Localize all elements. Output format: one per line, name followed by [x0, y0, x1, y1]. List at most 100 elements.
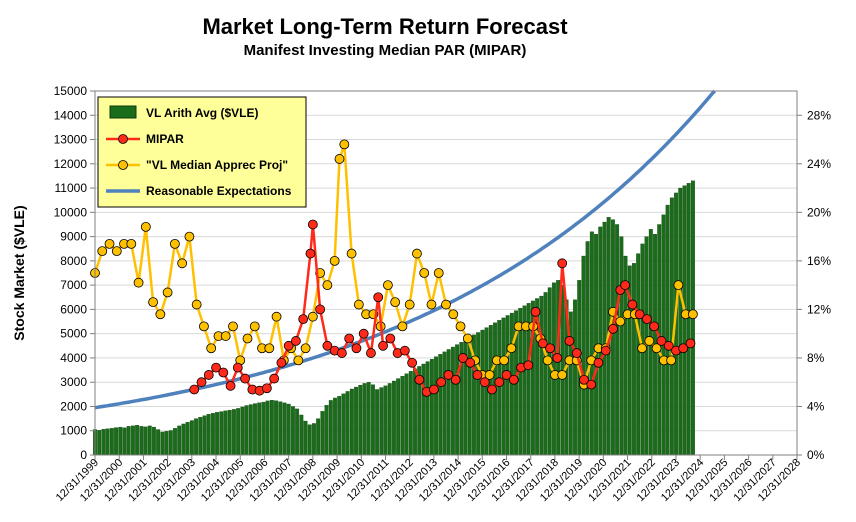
- bar: [109, 428, 114, 456]
- chart-subtitle: Manifest Investing Median PAR (MIPAR): [243, 42, 527, 59]
- vl-median-apprec-proj-point: [353, 299, 364, 310]
- bar: [118, 426, 123, 456]
- bar: [661, 214, 666, 456]
- vl-median-apprec-proj-point: [228, 321, 238, 332]
- mipar-point: [276, 357, 287, 368]
- mipar-point: [642, 314, 652, 325]
- bar: [261, 401, 266, 456]
- bar: [206, 414, 211, 456]
- y2-tick-label: 12%: [807, 302, 831, 316]
- bar: [295, 408, 300, 456]
- vl-median-apprec-proj-point: [499, 355, 509, 366]
- mipar-point: [508, 374, 519, 385]
- y-tick-label: 10000: [54, 205, 88, 219]
- vl-median-apprec-proj-point: [557, 370, 568, 380]
- mipar-point: [530, 306, 541, 317]
- mipar-point: [620, 280, 631, 291]
- bar: [223, 410, 228, 456]
- vl-median-apprec-proj-point: [433, 268, 444, 278]
- bar: [375, 389, 380, 456]
- vl-median-apprec-proj-point: [242, 333, 253, 344]
- legend-label: "VL Median Apprec Proj": [146, 158, 288, 172]
- mipar-point: [634, 309, 645, 320]
- bar: [425, 361, 430, 456]
- y-tick-label: 14000: [54, 108, 88, 122]
- y-tick-label: 6000: [60, 302, 87, 316]
- vl-median-apprec-proj-point: [637, 343, 647, 354]
- bar: [358, 384, 363, 456]
- bar: [122, 427, 127, 456]
- bar: [299, 414, 304, 456]
- mipar-point: [523, 360, 534, 371]
- vl-median-apprec-proj-point: [506, 343, 517, 354]
- legend-swatch-bars: [109, 105, 137, 119]
- mipar-point: [627, 299, 638, 310]
- line-series: [90, 89, 716, 410]
- mipar-point: [608, 323, 618, 334]
- mipar-point: [678, 343, 689, 354]
- bar: [244, 405, 249, 456]
- mipar-point: [552, 353, 563, 363]
- vl-median-apprec-proj-point: [666, 355, 677, 366]
- bar: [480, 329, 485, 456]
- bar: [337, 396, 342, 456]
- y2-tick-label: 24%: [807, 157, 831, 171]
- vl-median-apprec-proj-point: [339, 139, 350, 150]
- mipar-point: [344, 333, 355, 344]
- bar: [615, 224, 620, 456]
- y2-tick-label: 20%: [807, 205, 831, 219]
- bar: [185, 422, 190, 456]
- vl-median-apprec-proj-point: [542, 355, 553, 366]
- vl-median-apprec-proj-point: [293, 355, 304, 366]
- bar: [602, 221, 607, 456]
- bar: [408, 371, 413, 456]
- vl-median-apprec-proj-point: [177, 258, 188, 269]
- bar: [198, 416, 203, 456]
- vl-median-apprec-proj-point: [329, 255, 340, 266]
- mipar-point: [443, 370, 454, 380]
- vl-median-apprec-proj-point: [264, 343, 275, 354]
- mipar-point: [305, 248, 316, 259]
- vl-median-apprec-proj-point: [148, 297, 158, 308]
- bar: [282, 402, 287, 456]
- mipar-point: [428, 384, 439, 395]
- bar: [189, 420, 194, 456]
- y-tick-label: 9000: [60, 230, 87, 244]
- vl-median-apprec-proj-point: [673, 280, 684, 291]
- bar: [126, 426, 131, 456]
- mipar-point: [557, 258, 568, 269]
- bar: [173, 428, 177, 456]
- axes: 0 1000 2000 3000 4000 5000 6000 7000 8000 9000 100…: [11, 84, 831, 504]
- bar: [442, 351, 447, 456]
- mipar-point: [337, 348, 347, 358]
- mipar-point: [501, 370, 512, 380]
- vl-median-apprec-proj-point: [249, 321, 260, 332]
- bar: [598, 226, 603, 456]
- vl-median-apprec-proj-point: [644, 336, 655, 346]
- bar: [438, 354, 443, 456]
- bar: [392, 380, 396, 456]
- bar: [152, 426, 156, 456]
- mipar-point: [537, 338, 548, 349]
- mipar-point: [232, 362, 243, 373]
- mipar-point: [571, 348, 582, 358]
- bar: [303, 420, 308, 456]
- vl-median-apprec-proj-point: [322, 280, 333, 291]
- bar: [114, 427, 118, 456]
- mipar-point: [298, 314, 309, 325]
- bar: [678, 187, 683, 456]
- vl-median-apprec-proj-point: [97, 246, 108, 257]
- bar: [227, 409, 232, 456]
- bar: [589, 231, 594, 456]
- bar: [181, 423, 186, 456]
- y-tick-label: 15000: [54, 84, 88, 98]
- mipar-point: [291, 336, 301, 346]
- bar: [505, 315, 510, 456]
- bar: [362, 383, 367, 456]
- mipar-point: [385, 333, 396, 344]
- y2-tick-label: 0%: [807, 448, 825, 462]
- legend-marker-vl: [118, 160, 128, 170]
- vl-median-apprec-proj-point: [111, 246, 122, 257]
- vl-median-apprec-proj-point: [426, 299, 437, 310]
- bar: [585, 241, 590, 456]
